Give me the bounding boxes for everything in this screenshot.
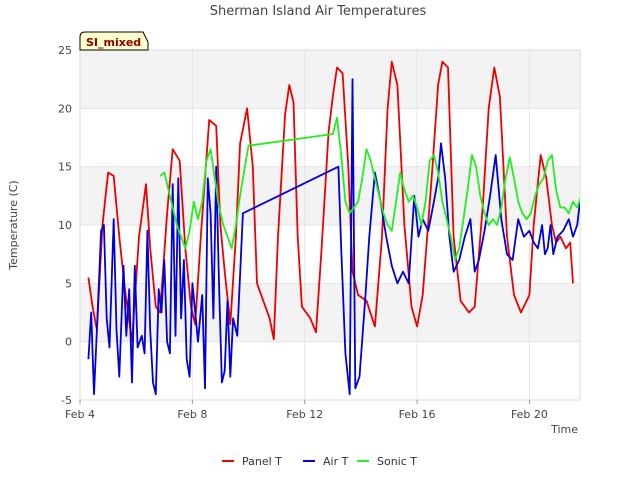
y-tick-label: 15 xyxy=(58,161,72,174)
series-layer xyxy=(87,60,580,396)
legend-label: Air T xyxy=(323,455,349,468)
y-tick-label: -5 xyxy=(61,394,72,407)
series-line-sonic-t xyxy=(159,116,580,261)
station-badge: SI_mixed xyxy=(79,31,149,51)
background-band xyxy=(80,341,580,400)
x-tick-label: Feb 8 xyxy=(177,408,207,421)
x-tick-label: Feb 16 xyxy=(399,408,436,421)
series-line-air-t xyxy=(87,78,580,396)
series-line-panel-t xyxy=(87,60,574,343)
legend-item-panel-t: Panel T xyxy=(222,455,282,468)
x-axis-label: Time xyxy=(550,423,578,436)
background-band xyxy=(80,50,580,109)
station-badge-label: SI_mixed xyxy=(86,36,141,49)
y-tick-label: 10 xyxy=(58,219,72,232)
chart-title: Sherman Island Air Temperatures xyxy=(210,4,427,19)
legend-item-air-t: Air T xyxy=(303,455,349,468)
x-tick-label: Feb 20 xyxy=(511,408,548,421)
legend: Panel T Air T Sonic T xyxy=(222,455,417,468)
x-tick-label: Feb 12 xyxy=(286,408,323,421)
y-axis-ticks: -5 0 5 10 15 20 25 xyxy=(58,44,72,407)
y-axis-label: Temperature (C) xyxy=(7,180,20,270)
legend-label: Panel T xyxy=(242,455,282,468)
y-tick-label: 25 xyxy=(58,44,72,57)
y-tick-label: 5 xyxy=(65,277,72,290)
background-band xyxy=(80,225,580,284)
x-axis-ticks: Feb 4 Feb 8 Feb 12 Feb 16 Feb 20 xyxy=(65,400,548,421)
legend-item-sonic-t: Sonic T xyxy=(357,455,417,468)
x-tick-label: Feb 4 xyxy=(65,408,95,421)
y-tick-label: 20 xyxy=(58,102,72,115)
legend-label: Sonic T xyxy=(377,455,417,468)
plot-border xyxy=(79,49,581,401)
y-tick-label: 0 xyxy=(65,336,72,349)
